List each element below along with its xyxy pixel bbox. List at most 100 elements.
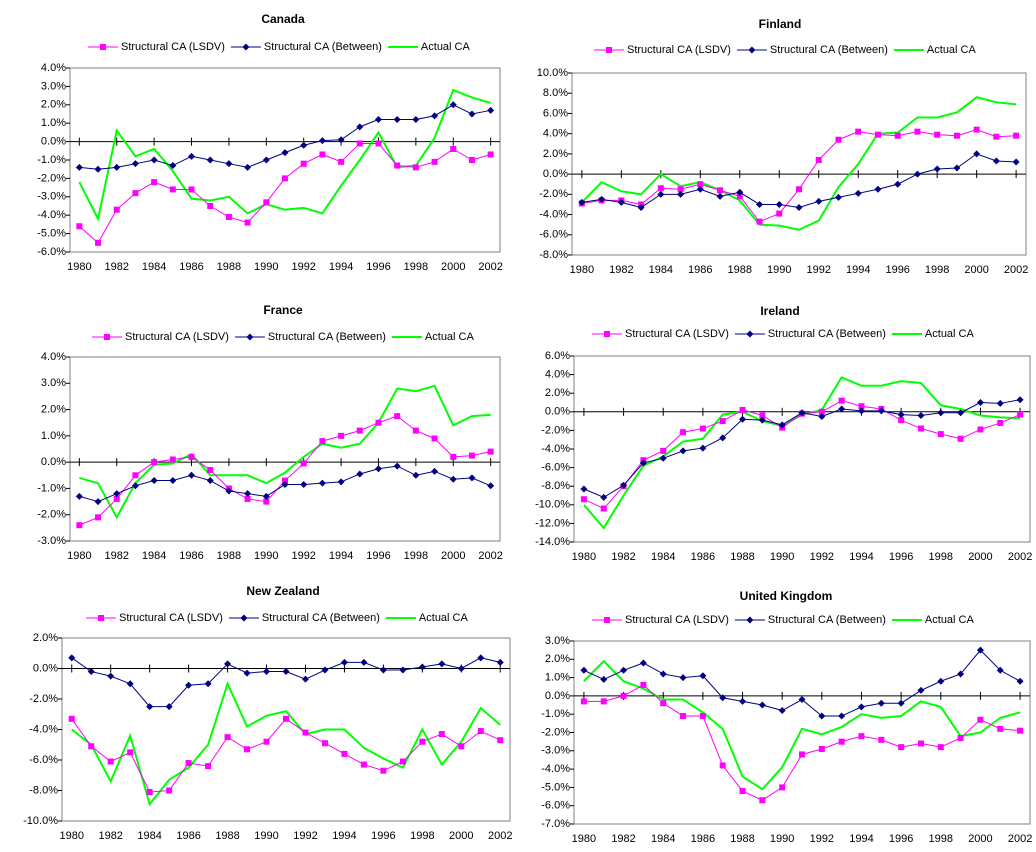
data-point (281, 480, 289, 488)
y-tick-label: 0.0% (41, 456, 66, 468)
data-point (719, 434, 727, 442)
data-point (321, 666, 329, 674)
legend-marker (746, 616, 754, 624)
x-tick-label: 1980 (59, 830, 83, 842)
data-point (132, 472, 139, 479)
data-point (146, 789, 153, 796)
data-point (338, 432, 345, 439)
data-point (244, 495, 251, 502)
data-point (205, 763, 212, 770)
data-point (659, 454, 667, 462)
x-tick-label: 1984 (651, 551, 675, 563)
data-point (107, 672, 115, 680)
x-tick-label: 1984 (137, 830, 161, 842)
x-tick-label: 1990 (254, 830, 278, 842)
x-tick-label: 1996 (371, 830, 395, 842)
x-tick-label: 1988 (728, 264, 752, 276)
y-tick-label: 0.0% (33, 662, 58, 674)
data-point (394, 162, 401, 169)
legend-marker (104, 334, 110, 340)
data-point (677, 190, 685, 198)
data-point (262, 492, 270, 500)
data-point (113, 206, 120, 213)
legend-marker (606, 47, 612, 53)
data-point (150, 477, 158, 485)
data-point (151, 179, 158, 186)
data-point (356, 427, 363, 434)
y-tick-label: 0.0% (545, 690, 570, 702)
data-point (639, 659, 647, 667)
data-point (113, 495, 120, 502)
data-point (477, 654, 485, 662)
data-point (188, 471, 196, 479)
y-tick-label: -2.0% (539, 188, 568, 200)
data-point (857, 703, 865, 711)
data-point (937, 409, 945, 417)
data-point (699, 713, 706, 720)
x-tick-label: 1992 (291, 261, 315, 273)
data-point (457, 665, 465, 672)
data-point (95, 514, 102, 521)
y-tick-label: 4.0% (543, 128, 568, 140)
data-point (894, 180, 902, 188)
data-point (953, 132, 960, 139)
chart-title: United Kingdom (740, 589, 833, 603)
data-point (739, 697, 747, 705)
data-point (394, 413, 401, 420)
x-tick-label: 1984 (649, 264, 673, 276)
data-point (697, 181, 704, 188)
data-point (300, 141, 308, 149)
x-tick-label: 1998 (925, 264, 949, 276)
y-tick-label: -12.0% (535, 517, 570, 529)
data-point (660, 447, 667, 454)
y-tick-label: 6.0% (543, 107, 568, 119)
data-point (206, 477, 214, 485)
x-tick-label: 1986 (688, 264, 712, 276)
data-point (169, 477, 177, 485)
y-tick-label: 3.0% (41, 80, 66, 92)
series-line (583, 659, 1021, 791)
y-tick-label: 2.0% (545, 653, 570, 665)
x-tick-label: 1998 (929, 833, 953, 845)
data-point (126, 680, 134, 688)
y-tick-label: 8.0% (543, 87, 568, 99)
data-point (282, 668, 290, 676)
data-point (855, 128, 862, 135)
y-tick-label: -2.0% (541, 424, 570, 436)
data-point (776, 210, 783, 217)
x-tick-label: 1980 (67, 261, 91, 273)
data-point (580, 485, 588, 493)
y-tick-label: -2.0% (37, 509, 66, 521)
x-tick-label: 1982 (611, 551, 635, 563)
data-point (795, 203, 803, 211)
legend-marker (748, 46, 756, 54)
series-line (71, 680, 501, 807)
x-tick-label: 1984 (142, 550, 166, 562)
x-tick-label: 1990 (770, 833, 794, 845)
legend-label: Actual CA (425, 331, 475, 343)
legend-label: Structural CA (Between) (770, 44, 888, 56)
data-point (600, 698, 607, 705)
data-point (151, 459, 158, 466)
data-point (996, 666, 1004, 674)
data-point (207, 467, 214, 474)
data-point (659, 670, 667, 678)
data-point (699, 425, 706, 432)
y-tick-label: -2.0% (541, 726, 570, 738)
data-point (68, 715, 75, 722)
data-point (375, 140, 382, 147)
series-line (583, 376, 1021, 530)
x-tick-label: 1982 (104, 261, 128, 273)
data-point (302, 729, 309, 736)
data-point (878, 736, 885, 743)
data-point (775, 200, 783, 208)
data-point (898, 744, 905, 751)
data-point (739, 406, 746, 413)
series-line (79, 415, 491, 526)
y-tick-label: 1.0% (545, 672, 570, 684)
legend-label: Actual CA (419, 612, 469, 624)
x-tick-label: 1980 (570, 264, 594, 276)
series-line (79, 104, 491, 170)
data-point (897, 699, 905, 707)
